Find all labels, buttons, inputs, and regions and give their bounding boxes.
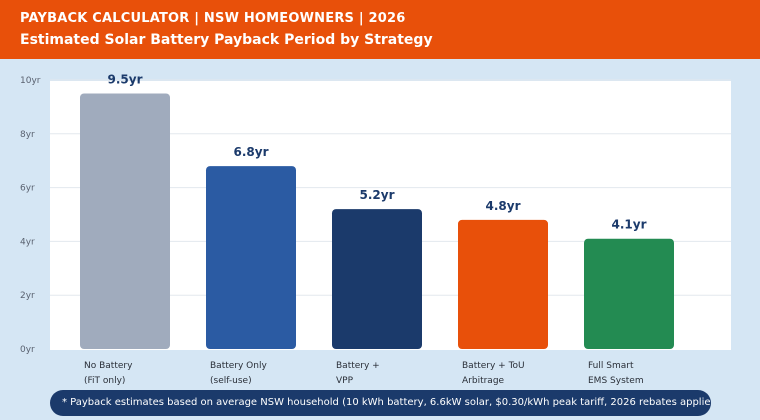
chart-title: Estimated Solar Battery Payback Period b… — [20, 32, 433, 48]
y-tick-label: 8yr — [20, 130, 35, 140]
x-tick-label: (self-use) — [210, 376, 252, 386]
data-label: 4.8yr — [486, 199, 521, 213]
bar — [458, 219, 548, 349]
x-tick-label: Battery Only — [210, 361, 267, 371]
y-tick-label: 0yr — [20, 345, 35, 355]
x-tick-label: Arbitrage — [462, 376, 505, 386]
x-tick-label: (FiT only) — [84, 376, 125, 386]
bar — [80, 93, 170, 349]
y-tick-label: 10yr — [20, 76, 41, 86]
header-banner: PAYBACK CALCULATOR | NSW HOMEOWNERS | 20… — [0, 0, 760, 59]
x-tick-label: VPP — [336, 376, 354, 386]
x-tick-label: EMS System — [588, 376, 644, 386]
footnote-banner: * Payback estimates based on average NSW… — [50, 390, 711, 416]
y-tick-label: 4yr — [20, 237, 35, 247]
x-tick-label: Battery + ToU — [462, 361, 525, 371]
bar — [206, 166, 296, 349]
data-label: 4.1yr — [612, 218, 647, 232]
x-tick-label: No Battery — [84, 361, 133, 371]
y-tick-label: 2yr — [20, 291, 35, 301]
y-tick-label: 6yr — [20, 184, 35, 194]
header-kicker: PAYBACK CALCULATOR | NSW HOMEOWNERS | 20… — [20, 11, 406, 26]
x-tick-label: Battery + — [336, 361, 380, 371]
data-label: 9.5yr — [108, 72, 143, 86]
bar — [332, 209, 422, 349]
data-label: 5.2yr — [360, 188, 395, 202]
x-tick-label: Full Smart — [588, 361, 634, 371]
bar — [584, 238, 674, 349]
payback-bar-chart: 0yr 2yr 4yr 6yr 8yr 10yr 9.5yr No Battery (FiT o… — [20, 72, 731, 386]
data-label: 6.8yr — [234, 145, 269, 159]
